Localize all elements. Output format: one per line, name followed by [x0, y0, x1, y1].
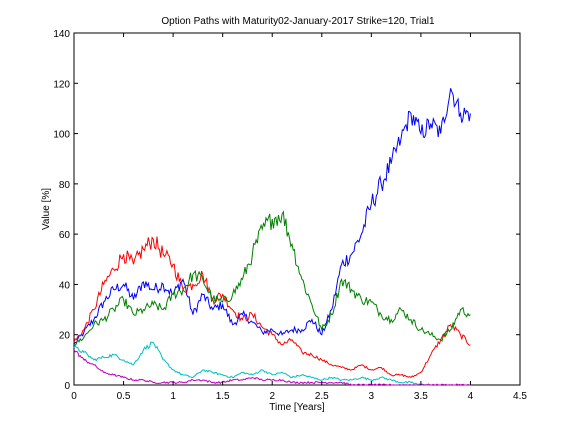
x-tick-label: 4.5 [513, 391, 527, 402]
series-line-3 [73, 210, 471, 346]
series-line-2 [73, 236, 471, 379]
x-tick-label: 2 [269, 391, 275, 402]
y-axis-label: Value [%] [41, 188, 52, 230]
y-tick-label: 40 [59, 280, 71, 291]
series-line-5 [73, 349, 471, 386]
x-tick-label: 2.5 [315, 391, 329, 402]
y-tick-label: 0 [64, 381, 70, 392]
x-axis-label: Time [Years] [269, 402, 325, 413]
y-tick-label: 100 [53, 130, 70, 141]
series-line-4 [73, 341, 431, 386]
y-tick-label: 140 [53, 29, 70, 40]
y-tick-label: 60 [59, 230, 71, 241]
series-line-1 [73, 88, 471, 346]
x-tick-label: 3.5 [414, 391, 428, 402]
plot-area [73, 32, 521, 386]
series-layer [73, 88, 471, 386]
x-tick-label: 3 [369, 391, 375, 402]
y-tick-label: 120 [53, 79, 70, 90]
chart-title: Option Paths with Maturity02-January-201… [161, 16, 435, 27]
x-tick-label: 1 [170, 391, 176, 402]
x-tick-label: 1.5 [216, 391, 230, 402]
axis-ticks: 0 0.5 1 1.5 2 2.5 3 3.5 4 4.5 0 20 40 60 80 100 120 140 [53, 29, 527, 402]
x-tick-label: 4 [468, 391, 474, 402]
y-tick-label: 80 [59, 180, 71, 191]
y-tick-label: 20 [59, 331, 71, 342]
x-tick-label: 0 [71, 391, 77, 402]
x-tick-label: 0.5 [117, 391, 131, 402]
